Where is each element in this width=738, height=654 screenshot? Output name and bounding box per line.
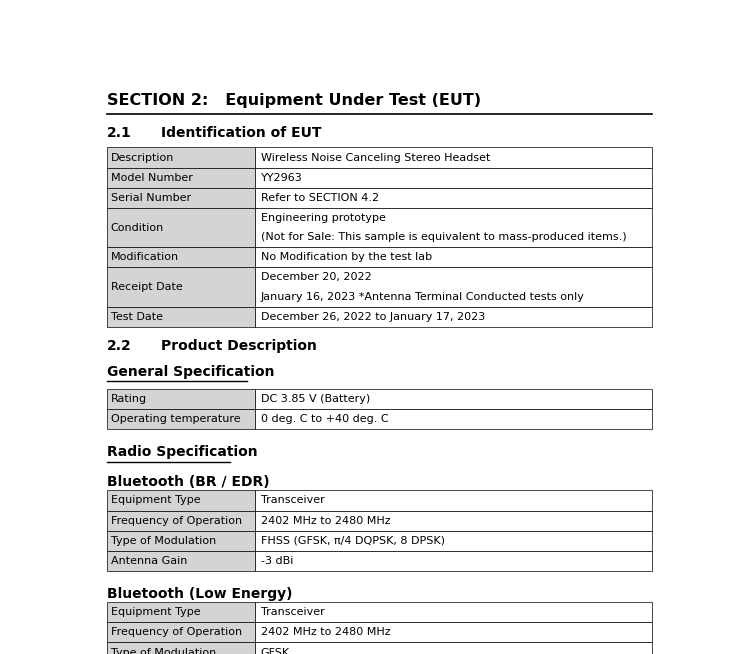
- Bar: [255, 247, 652, 267]
- Bar: [106, 208, 255, 247]
- Text: No Modification by the test lab: No Modification by the test lab: [261, 252, 432, 262]
- Text: Antenna Gain: Antenna Gain: [111, 556, 187, 566]
- Bar: [106, 551, 255, 571]
- Text: Type of Modulation: Type of Modulation: [111, 647, 215, 654]
- Text: YY2963: YY2963: [261, 173, 303, 182]
- Bar: [255, 409, 652, 429]
- Text: Description: Description: [111, 152, 174, 163]
- Text: 0 deg. C to +40 deg. C: 0 deg. C to +40 deg. C: [261, 414, 388, 424]
- Bar: [106, 602, 255, 623]
- Bar: [106, 642, 255, 654]
- Text: Product Description: Product Description: [161, 339, 317, 353]
- Text: Test Date: Test Date: [111, 312, 162, 322]
- Text: Receipt Date: Receipt Date: [111, 282, 182, 292]
- Text: Model Number: Model Number: [111, 173, 193, 182]
- Text: Radio Specification: Radio Specification: [106, 445, 257, 459]
- Bar: [255, 208, 652, 247]
- Bar: [255, 307, 652, 327]
- Text: Bluetooth (BR / EDR): Bluetooth (BR / EDR): [106, 475, 269, 489]
- Text: Operating temperature: Operating temperature: [111, 414, 240, 424]
- Text: Identification of EUT: Identification of EUT: [161, 126, 321, 141]
- Bar: [106, 511, 255, 530]
- Bar: [106, 530, 255, 551]
- Bar: [106, 388, 255, 409]
- Text: Engineering prototype: Engineering prototype: [261, 213, 385, 223]
- Text: Wireless Noise Canceling Stereo Headset: Wireless Noise Canceling Stereo Headset: [261, 152, 490, 163]
- Text: 2.1: 2.1: [106, 126, 131, 141]
- Text: 2402 MHz to 2480 MHz: 2402 MHz to 2480 MHz: [261, 627, 390, 638]
- Text: Rating: Rating: [111, 394, 147, 404]
- Bar: [106, 409, 255, 429]
- Text: Equipment Type: Equipment Type: [111, 608, 200, 617]
- Text: Refer to SECTION 4.2: Refer to SECTION 4.2: [261, 193, 379, 203]
- Bar: [255, 602, 652, 623]
- Text: December 26, 2022 to January 17, 2023: December 26, 2022 to January 17, 2023: [261, 312, 485, 322]
- Text: 2.2: 2.2: [106, 339, 131, 353]
- Bar: [255, 388, 652, 409]
- Text: (Not for Sale: This sample is equivalent to mass-produced items.): (Not for Sale: This sample is equivalent…: [261, 232, 626, 243]
- Text: Frequency of Operation: Frequency of Operation: [111, 515, 241, 526]
- Bar: [106, 247, 255, 267]
- Bar: [106, 307, 255, 327]
- Text: DC 3.85 V (Battery): DC 3.85 V (Battery): [261, 394, 370, 404]
- Text: December 20, 2022: December 20, 2022: [261, 272, 371, 282]
- Text: Bluetooth (Low Energy): Bluetooth (Low Energy): [106, 587, 292, 601]
- Bar: [106, 490, 255, 511]
- Bar: [106, 267, 255, 307]
- Bar: [255, 490, 652, 511]
- Bar: [255, 551, 652, 571]
- Text: Modification: Modification: [111, 252, 179, 262]
- Text: 2402 MHz to 2480 MHz: 2402 MHz to 2480 MHz: [261, 515, 390, 526]
- Bar: [106, 188, 255, 208]
- Text: FHSS (GFSK, π/4 DQPSK, 8 DPSK): FHSS (GFSK, π/4 DQPSK, 8 DPSK): [261, 536, 444, 546]
- Text: SECTION 2:   Equipment Under Test (EUT): SECTION 2: Equipment Under Test (EUT): [106, 93, 480, 107]
- Bar: [255, 267, 652, 307]
- Text: Transceiver: Transceiver: [261, 496, 324, 506]
- Text: -3 dBi: -3 dBi: [261, 556, 293, 566]
- Bar: [106, 623, 255, 642]
- Text: Frequency of Operation: Frequency of Operation: [111, 627, 241, 638]
- Text: GFSK: GFSK: [261, 647, 289, 654]
- Bar: [255, 167, 652, 188]
- Bar: [255, 642, 652, 654]
- Text: General Specification: General Specification: [106, 364, 274, 379]
- Bar: [106, 167, 255, 188]
- Bar: [255, 511, 652, 530]
- Text: Serial Number: Serial Number: [111, 193, 190, 203]
- Text: Equipment Type: Equipment Type: [111, 496, 200, 506]
- Text: January 16, 2023 *Antenna Terminal Conducted tests only: January 16, 2023 *Antenna Terminal Condu…: [261, 292, 584, 301]
- Bar: [255, 530, 652, 551]
- Bar: [255, 147, 652, 167]
- Text: Transceiver: Transceiver: [261, 608, 324, 617]
- Text: Condition: Condition: [111, 222, 164, 233]
- Text: Type of Modulation: Type of Modulation: [111, 536, 215, 546]
- Bar: [255, 623, 652, 642]
- Bar: [106, 147, 255, 167]
- Bar: [255, 188, 652, 208]
